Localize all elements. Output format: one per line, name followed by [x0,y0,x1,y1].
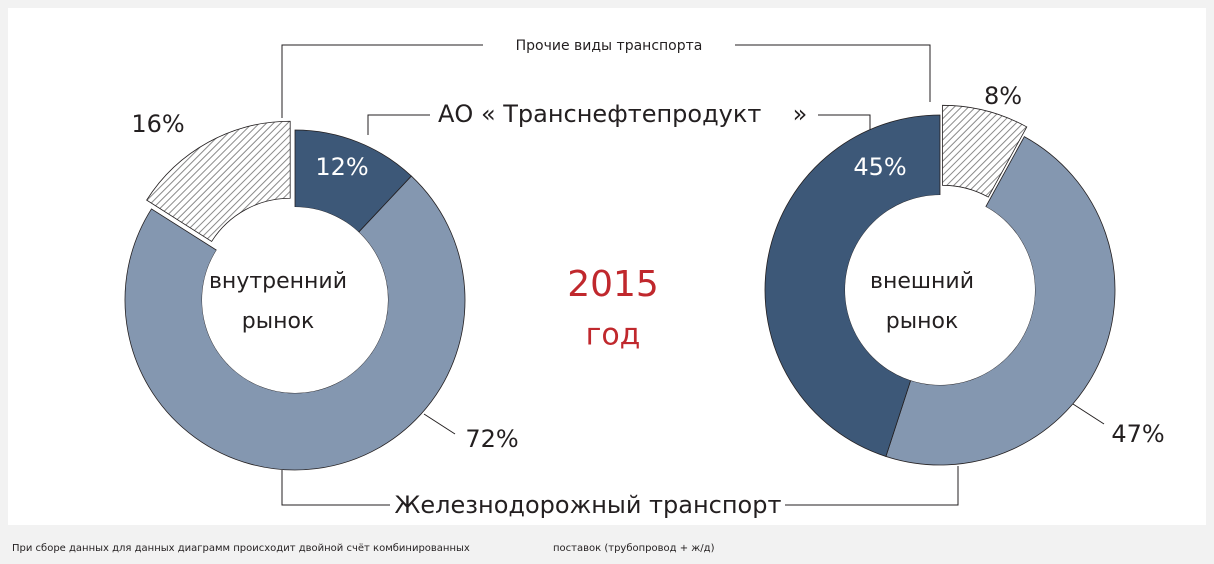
leader [423,413,456,435]
data-label: 72% [465,425,518,453]
donut-hole [202,207,388,393]
connector [367,114,430,135]
connector [281,44,483,118]
year: 2015 [567,264,659,305]
connector [818,114,871,130]
center-label: рынок [242,309,314,334]
center-label: внутренний [209,269,347,294]
leader [1072,403,1105,425]
center-label: рынок [886,309,958,334]
year-word: год [586,318,641,353]
footnote: При сборе данных для данных диаграмм про… [12,543,470,554]
data-label: 16% [131,110,184,138]
connector [281,470,390,506]
annotation: Прочие виды транспорта [516,38,703,54]
data-label: 47% [1111,420,1164,448]
donut-segment [146,120,291,242]
data-label: 12% [315,153,368,181]
center-label: внешний [870,269,974,294]
connector [785,466,959,506]
donut-segment [942,104,1028,198]
annotation: » [793,100,808,128]
donut-hole [845,195,1035,385]
connector [735,44,931,102]
data-label: 45% [853,153,906,181]
annotation: Железнодорожный транспорт [395,491,782,519]
annotation: АО « Транснефтепродукт [438,100,761,128]
data-label: 8% [984,82,1022,110]
footnote: поставок (трубопровод + ж/д) [553,543,715,554]
